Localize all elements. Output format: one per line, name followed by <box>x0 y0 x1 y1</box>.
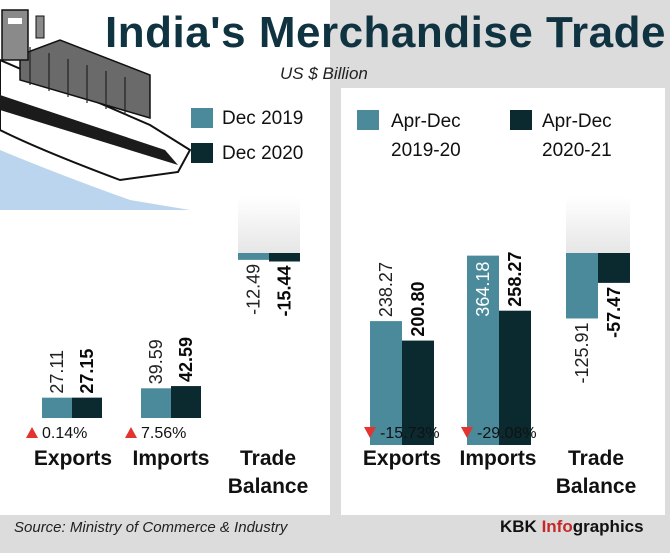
data-label: 39.59 <box>146 339 166 384</box>
legend-label: 2020-21 <box>542 140 612 161</box>
data-label: -12.49 <box>244 264 264 315</box>
brand-logo: KBK Infographics <box>500 517 644 537</box>
bar <box>402 340 434 445</box>
bar <box>171 386 201 418</box>
ship-chimney-icon <box>35 15 45 39</box>
bar <box>467 255 499 445</box>
bar <box>72 397 102 418</box>
units-label: US $ Billion <box>280 64 368 83</box>
change-label: -15.73% <box>380 425 440 442</box>
data-label: 258.27 <box>505 252 525 307</box>
legend-label: 2019-20 <box>391 140 461 161</box>
data-label: 200.80 <box>408 282 428 337</box>
trade-balance-background <box>238 197 300 253</box>
category-label: Trade <box>240 447 296 470</box>
data-label: 364.18 <box>473 262 493 317</box>
bar <box>370 321 402 445</box>
category-label: Exports <box>363 447 441 470</box>
change-label: 0.14% <box>42 425 87 442</box>
brand-prefix: KBK <box>500 517 542 536</box>
legend-label: Dec 2019 <box>222 108 303 129</box>
legend-label: Apr-Dec <box>391 111 461 132</box>
data-label: 42.59 <box>176 337 196 382</box>
up-arrow-icon <box>26 427 38 438</box>
data-label: 238.27 <box>376 262 396 317</box>
change-label: -29.08% <box>477 425 537 442</box>
page-title: India's Merchandise Trade <box>105 8 666 57</box>
ship-hull-band-icon <box>0 95 178 165</box>
source-note: Source: Ministry of Commerce & Industry <box>14 519 288 536</box>
brand-highlight: Info <box>541 517 573 536</box>
category-label: Trade <box>568 447 624 470</box>
down-arrow-icon <box>461 427 473 438</box>
bar <box>238 253 269 260</box>
brand-suffix: graphics <box>572 517 644 536</box>
legend-swatch <box>357 110 379 130</box>
data-label: -125.91 <box>572 322 592 383</box>
category-label: Balance <box>228 475 309 498</box>
bar <box>598 253 630 283</box>
trade-balance-background <box>566 197 630 253</box>
ship-containers-icon <box>19 39 151 120</box>
bar <box>42 397 72 418</box>
legend-swatch <box>510 110 532 130</box>
change-label: 7.56% <box>141 425 186 442</box>
data-label: -15.44 <box>275 265 295 316</box>
water-shape <box>0 150 190 210</box>
data-label: 27.11 <box>47 350 67 394</box>
legend-swatch <box>191 143 213 163</box>
bar <box>566 253 598 319</box>
up-arrow-icon <box>125 427 137 438</box>
legend-swatch <box>191 108 213 128</box>
category-label: Exports <box>34 447 112 470</box>
ship-window-icon <box>8 18 22 24</box>
category-label: Balance <box>556 475 637 498</box>
bar <box>269 253 300 262</box>
legend-label: Dec 2020 <box>222 143 303 164</box>
bar <box>141 388 171 418</box>
data-label: 27.15 <box>77 349 97 394</box>
legend-label: Apr-Dec <box>542 111 612 132</box>
ship-bridge-icon <box>1 9 29 61</box>
down-arrow-icon <box>364 427 376 438</box>
category-label: Imports <box>132 447 209 470</box>
bar <box>499 310 531 445</box>
data-label: -57.47 <box>604 287 624 338</box>
category-label: Imports <box>459 447 536 470</box>
